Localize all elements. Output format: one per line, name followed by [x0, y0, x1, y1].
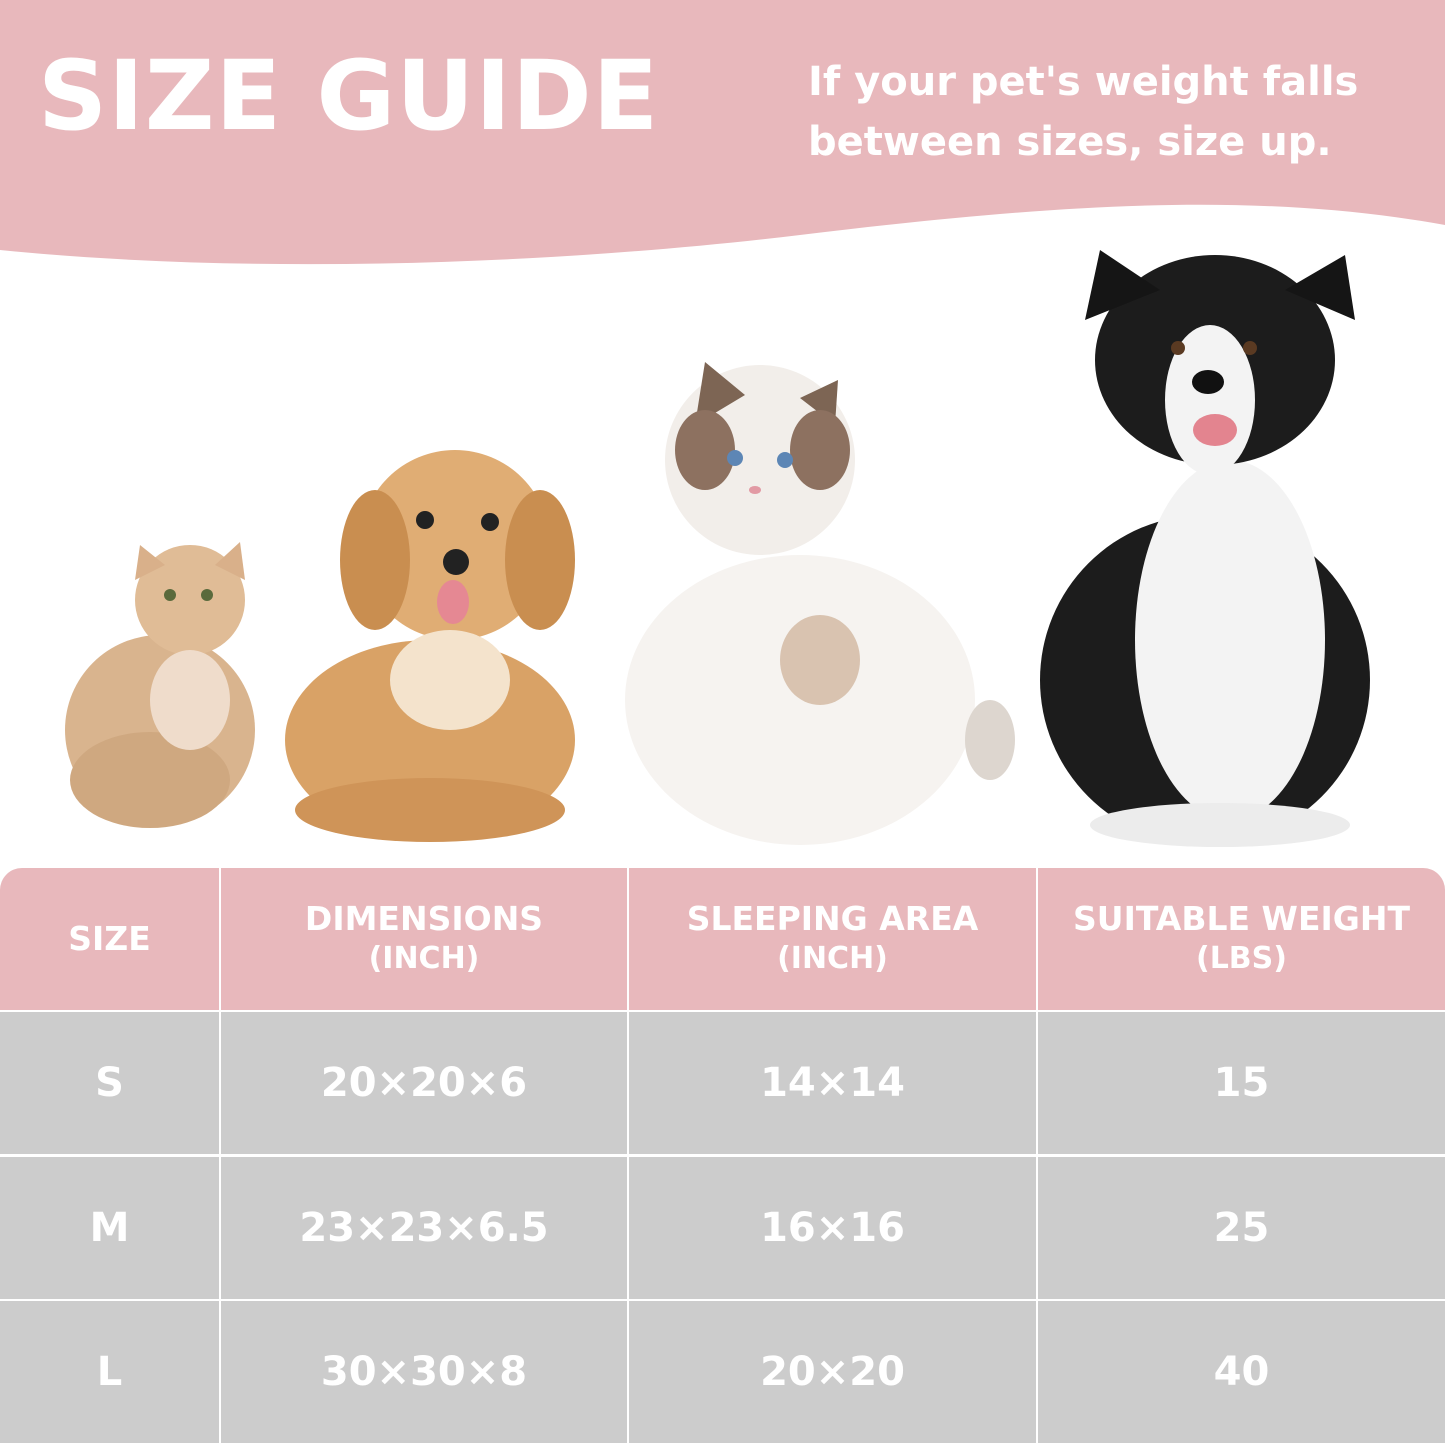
small-dog-image: [285, 450, 575, 842]
column-label: DIMENSIONS: [304, 899, 544, 938]
cell-suitable-weight: 15: [1038, 1012, 1445, 1154]
cell-suitable-weight: 40: [1038, 1301, 1445, 1443]
size-note: If your pet's weight falls between sizes…: [808, 52, 1358, 172]
cell-sleeping-area: 20×20: [629, 1301, 1036, 1443]
size-table: SIZE DIMENSIONS (INCH) SLEEPING AREA (IN…: [0, 868, 1445, 1445]
cell-sleeping-area: 16×16: [629, 1157, 1036, 1299]
column-header-dimensions: DIMENSIONS (INCH): [221, 868, 627, 1010]
cell-size: L: [0, 1301, 219, 1443]
cell-dimensions: 30×30×8: [221, 1301, 627, 1443]
column-label: SLEEPING AREA: [686, 899, 979, 938]
column-label: SUITABLE WEIGHT: [1073, 899, 1410, 938]
column-header-sleeping-area: SLEEPING AREA (INCH): [629, 868, 1036, 1010]
column-header-suitable-weight: SUITABLE WEIGHT (LBS): [1038, 868, 1445, 1010]
column-unit: (INCH): [368, 941, 480, 976]
small-cat-image: [65, 542, 255, 828]
size-note-line1: If your pet's weight falls: [808, 59, 1359, 105]
cell-suitable-weight: 25: [1038, 1157, 1445, 1299]
large-dog-image: [1040, 250, 1370, 847]
large-cat-image: [625, 362, 1015, 845]
cell-dimensions: 23×23×6.5: [221, 1157, 627, 1299]
pets-illustration: [65, 250, 1370, 847]
cell-dimensions: 20×20×6: [221, 1012, 627, 1154]
cell-sleeping-area: 14×14: [629, 1012, 1036, 1154]
column-unit: (LBS): [1195, 941, 1287, 976]
column-label: SIZE: [68, 919, 151, 958]
cell-size: S: [0, 1012, 219, 1154]
column-header-size: SIZE: [0, 868, 219, 1010]
column-unit: (INCH): [777, 941, 888, 976]
page-title: SIZE GUIDE: [38, 40, 660, 152]
header-banner: [0, 0, 1445, 265]
size-note-line2: between sizes, size up.: [808, 119, 1332, 165]
cell-size: M: [0, 1157, 219, 1299]
